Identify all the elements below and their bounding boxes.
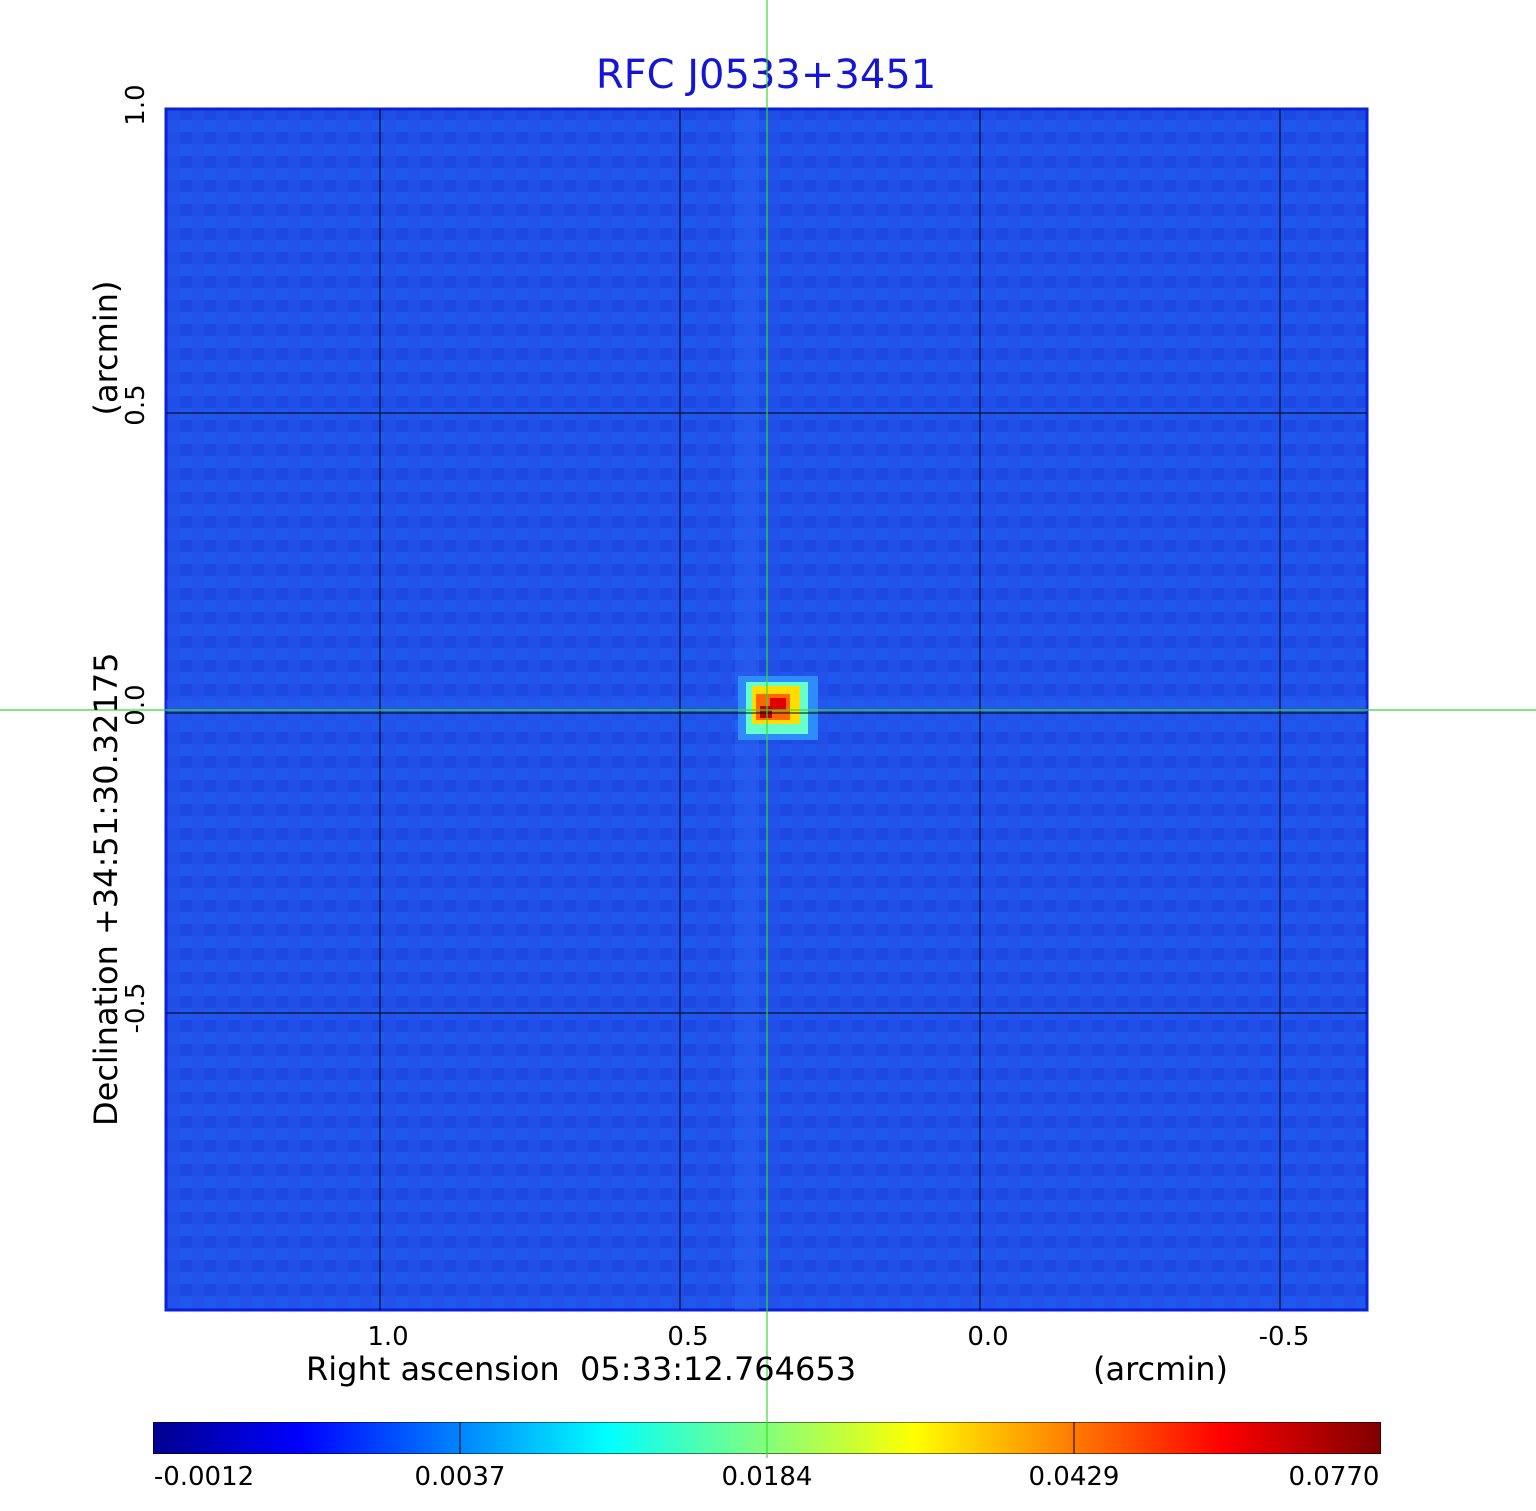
radio-source — [738, 676, 818, 740]
map-title: RFC J0533+3451 — [595, 52, 937, 98]
x-axis-unit-label: (arcmin) — [1093, 1350, 1228, 1388]
x-tick-label: -0.5 — [1258, 1322, 1310, 1352]
y-tick-label: 0.0 — [121, 684, 151, 726]
colorbar-tick-label: 0.0184 — [721, 1462, 813, 1492]
colorbar-tick-label: 0.0037 — [414, 1462, 506, 1492]
x-tick-label: 1.0 — [367, 1322, 409, 1352]
x-tick-label: 0.0 — [967, 1322, 1009, 1352]
colorbar-tick-label: 0.0429 — [1028, 1462, 1120, 1492]
x-tick-label: 0.5 — [667, 1322, 709, 1352]
crosshair — [0, 0, 1536, 1418]
colorbar-tick-label: -0.0012 — [153, 1462, 255, 1492]
crosshair-colorbar-segment — [766, 1418, 768, 1458]
y-axis-unit-label: (arcmin) — [87, 280, 125, 416]
y-axis-label: Declination +34:51:30.32175 — [87, 652, 125, 1126]
y-tick-label: -0.5 — [121, 982, 151, 1034]
y-tick-label: 0.5 — [121, 384, 151, 426]
x-axis-label: Right ascension 05:33:12.764653 — [306, 1350, 857, 1388]
y-tick-label: 1.0 — [121, 84, 151, 126]
colorbar-tick-label: 0.0770 — [1288, 1462, 1380, 1492]
